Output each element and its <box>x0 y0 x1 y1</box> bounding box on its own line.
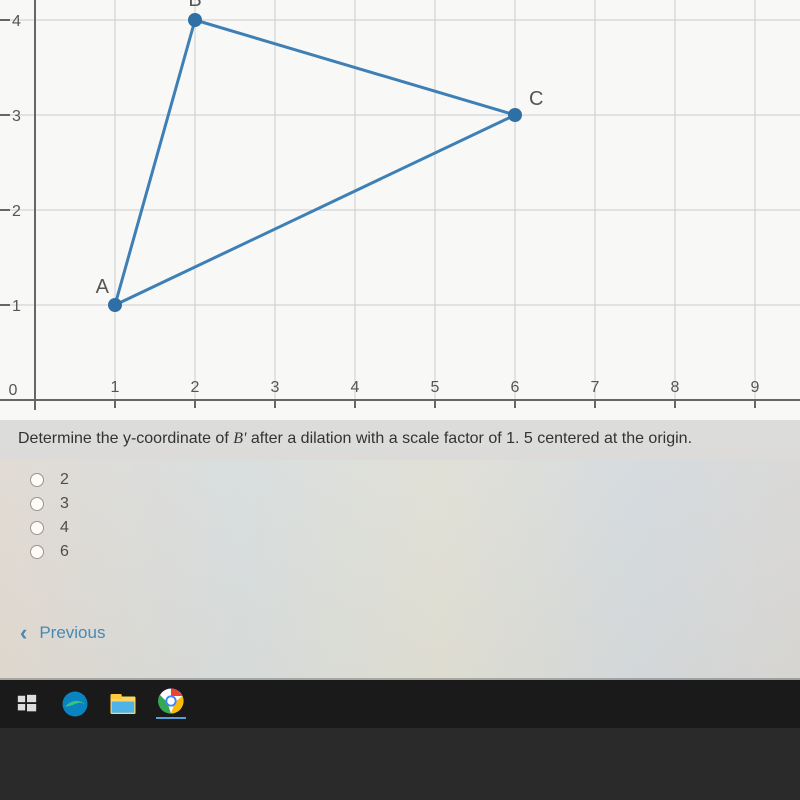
file-explorer-icon[interactable] <box>108 689 138 719</box>
svg-text:A: A <box>96 276 110 298</box>
svg-text:B: B <box>188 0 201 11</box>
laptop-bezel <box>0 728 800 800</box>
svg-text:6: 6 <box>511 379 520 396</box>
radio-icon[interactable] <box>30 545 44 559</box>
chrome-icon[interactable] <box>156 689 186 719</box>
edge-icon[interactable] <box>60 689 90 719</box>
windows-taskbar[interactable] <box>0 680 800 728</box>
coordinate-graph: 1 2 3 4 5 6 7 8 9 0 1 2 3 4 A B C <box>0 0 800 420</box>
question-variable: B' <box>233 430 246 447</box>
radio-icon[interactable] <box>30 473 44 487</box>
svg-text:8: 8 <box>671 379 680 396</box>
previous-label: Previous <box>39 623 105 643</box>
option-2[interactable]: 4 <box>30 519 69 537</box>
option-label: 3 <box>60 495 69 513</box>
option-0[interactable]: 2 <box>30 471 69 489</box>
option-label: 6 <box>60 543 69 561</box>
svg-text:5: 5 <box>431 379 440 396</box>
quiz-screen: 1 2 3 4 5 6 7 8 9 0 1 2 3 4 A B C Determine the y-coordi… <box>0 0 800 680</box>
svg-text:9: 9 <box>751 379 760 396</box>
option-3[interactable]: 6 <box>30 543 69 561</box>
svg-text:0: 0 <box>9 382 18 399</box>
graph-svg: 1 2 3 4 5 6 7 8 9 0 1 2 3 4 A B C <box>0 0 800 420</box>
question-prefix: Determine the y-coordinate of <box>18 430 233 447</box>
radio-icon[interactable] <box>30 497 44 511</box>
svg-text:4: 4 <box>12 13 21 30</box>
option-1[interactable]: 3 <box>30 495 69 513</box>
svg-text:2: 2 <box>191 379 200 396</box>
question-suffix: after a dilation with a scale factor of … <box>246 430 692 447</box>
option-label: 4 <box>60 519 69 537</box>
svg-text:3: 3 <box>12 108 21 125</box>
svg-text:1: 1 <box>111 379 120 396</box>
svg-text:7: 7 <box>591 379 600 396</box>
answer-options: 2 3 4 6 <box>30 465 69 567</box>
svg-text:3: 3 <box>271 379 280 396</box>
svg-text:1: 1 <box>12 298 21 315</box>
previous-button[interactable]: ‹ Previous <box>20 620 105 646</box>
screen-reflection <box>0 460 800 680</box>
start-menu-icon[interactable] <box>12 689 42 719</box>
svg-text:C: C <box>529 88 543 110</box>
svg-text:4: 4 <box>351 379 360 396</box>
radio-icon[interactable] <box>30 521 44 535</box>
question-prompt: Determine the y-coordinate of B' after a… <box>18 430 692 448</box>
svg-text:2: 2 <box>12 203 21 220</box>
option-label: 2 <box>60 471 69 489</box>
chevron-left-icon: ‹ <box>20 620 27 646</box>
